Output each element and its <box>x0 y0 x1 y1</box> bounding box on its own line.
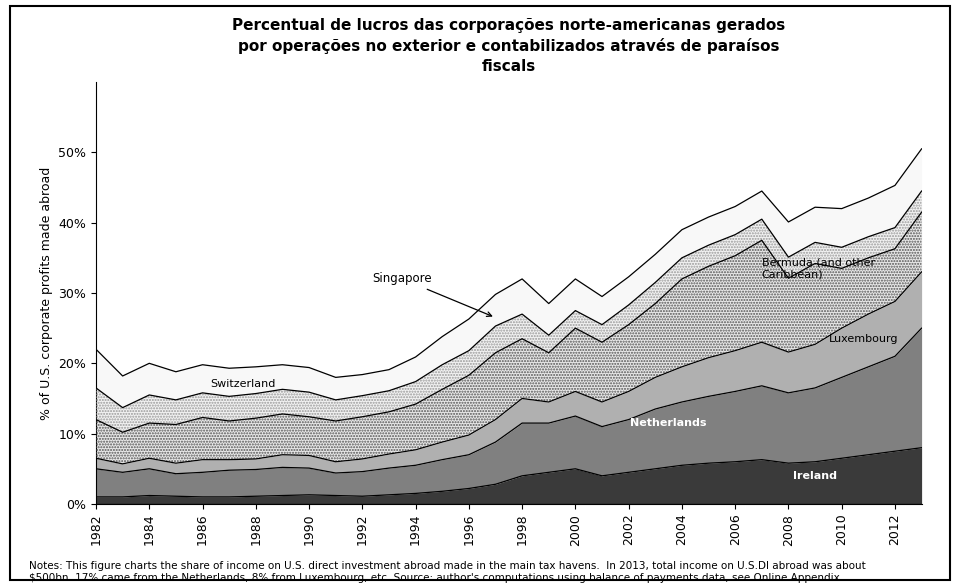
Text: Netherlands: Netherlands <box>631 418 707 428</box>
Text: Luxembourg: Luxembourg <box>828 333 898 344</box>
Text: Notes: This figure charts the share of income on U.S. direct investment abroad m: Notes: This figure charts the share of i… <box>29 561 866 583</box>
Text: Switzerland: Switzerland <box>210 379 276 390</box>
Text: Singapore: Singapore <box>372 272 492 316</box>
Text: Ireland: Ireland <box>793 471 837 481</box>
Title: Percentual de lucros das corporações norte-americanas gerados
por operações no e: Percentual de lucros das corporações nor… <box>232 18 785 74</box>
Text: Bermuda (and other
Caribbean): Bermuda (and other Caribbean) <box>762 257 875 280</box>
Y-axis label: % of U.S. corporate profits made abroad: % of U.S. corporate profits made abroad <box>39 166 53 420</box>
